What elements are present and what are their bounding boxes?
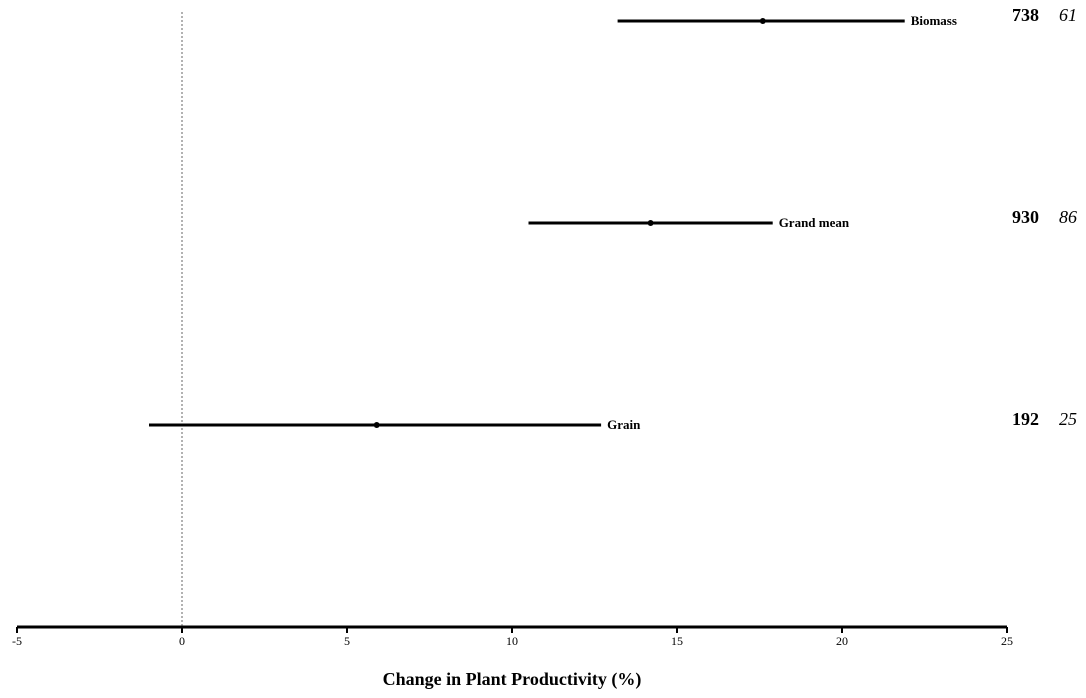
study-count: 61 <box>1059 5 1077 25</box>
x-tick-label: 5 <box>344 634 350 648</box>
mean-point <box>647 220 654 226</box>
x-tick-label: 25 <box>1001 634 1013 648</box>
x-tick-label: 15 <box>671 634 683 648</box>
study-count: 25 <box>1059 409 1077 429</box>
row-label: Grand mean <box>779 215 850 230</box>
observation-count: 192 <box>1012 409 1039 429</box>
observation-count: 930 <box>1012 207 1039 227</box>
observation-count: 738 <box>1012 5 1039 25</box>
mean-point <box>759 18 766 24</box>
x-axis-title: Change in Plant Productivity (%) <box>383 669 642 690</box>
mean-point <box>373 422 380 428</box>
x-axis-ticks: -5 0 5 10 15 20 25 <box>12 627 1013 648</box>
x-tick-label: 10 <box>506 634 518 648</box>
study-count: 86 <box>1059 207 1077 227</box>
x-tick-label: 20 <box>836 634 848 648</box>
x-tick-label: -5 <box>12 634 22 648</box>
row-label: Biomass <box>911 13 957 28</box>
estimate-rows: Biomass 738 61 Grand mean 930 86 Grain 192 25 <box>149 5 1077 432</box>
row-label: Grain <box>607 417 641 432</box>
x-tick-label: 0 <box>179 634 185 648</box>
